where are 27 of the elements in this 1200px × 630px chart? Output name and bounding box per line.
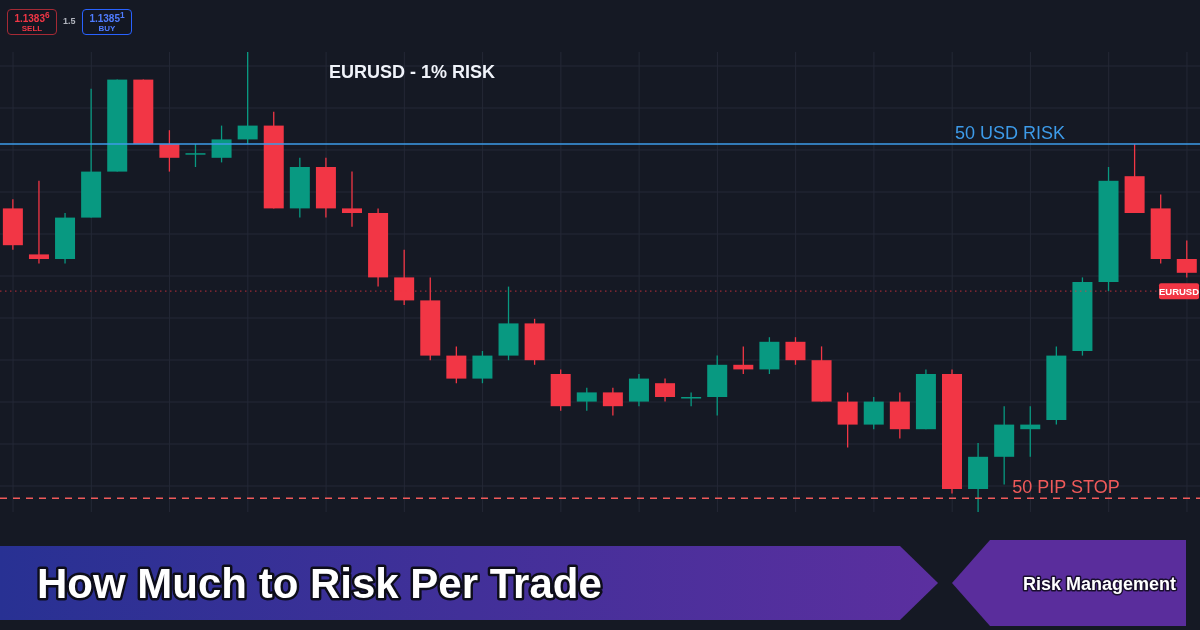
ref-line-label: 50 PIP STOP <box>1012 477 1120 498</box>
ref-line-label: 50 USD RISK <box>954 123 1066 143</box>
sell-button: 1.1383$^{6}$ SELL <box>7 9 57 35</box>
candlestick <box>446 345 467 384</box>
candlestick <box>472 350 493 384</box>
candlestick <box>785 336 806 366</box>
candlestick <box>342 170 362 228</box>
candlestick <box>211 124 232 164</box>
candlestick <box>837 391 858 449</box>
candlestick <box>863 396 884 430</box>
candlestick <box>655 377 676 403</box>
candlestick <box>576 387 597 412</box>
candlestick <box>394 249 415 306</box>
buy-button: 1.1385$^{1}$ BUY <box>82 9 132 35</box>
candlestick <box>159 129 180 173</box>
text: How Much to Risk Per Trade <box>37 560 602 607</box>
ref-line-label: EURUSD <box>1158 285 1200 297</box>
candlestick <box>237 52 258 145</box>
text: 1.5 <box>63 16 76 26</box>
candlestick <box>185 143 206 168</box>
text: Risk Management <box>1022 574 1176 594</box>
text: EURUSD - 1% RISK <box>329 62 496 83</box>
candlestick <box>1176 239 1197 279</box>
candlestick <box>681 391 702 407</box>
candlestick <box>28 180 49 265</box>
candlestick <box>628 373 649 407</box>
candlestick <box>602 387 623 417</box>
